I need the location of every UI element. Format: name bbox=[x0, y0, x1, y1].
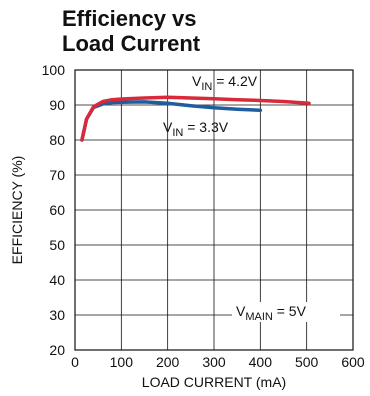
chart-title: Efficiency vs Load Current bbox=[62, 6, 282, 56]
x-tick-label: 100 bbox=[110, 354, 134, 370]
y-tick-label: 80 bbox=[49, 132, 65, 148]
y-tick-label: 30 bbox=[49, 307, 65, 323]
y-tick-label: 100 bbox=[42, 62, 66, 78]
series-label-1: VIN = 3.3V bbox=[163, 119, 229, 139]
annotation-text: VMAIN = 5V bbox=[236, 303, 307, 323]
y-tick-label: 90 bbox=[49, 97, 65, 113]
vmain-annotation: VMAIN = 5V bbox=[232, 302, 340, 323]
plot-frame bbox=[74, 69, 354, 351]
y-tick-label: 60 bbox=[49, 202, 65, 218]
chart-title-line-1: Efficiency vs bbox=[62, 6, 197, 31]
x-tick-label: 600 bbox=[341, 354, 365, 370]
y-tick-label: 70 bbox=[49, 167, 65, 183]
annotation-background bbox=[232, 302, 340, 322]
y-tick-label: 20 bbox=[49, 342, 65, 358]
y-tick-label: 50 bbox=[49, 237, 65, 253]
x-tick-label: 0 bbox=[71, 354, 79, 370]
x-axis-label: LOAD CURRENT (mA) bbox=[142, 374, 286, 390]
series-label-0: VIN = 4.2V bbox=[192, 73, 258, 93]
x-tick-label: 500 bbox=[295, 354, 319, 370]
x-tick-label: 200 bbox=[156, 354, 180, 370]
y-tick-label: 40 bbox=[49, 272, 65, 288]
series-labels: VIN = 4.2V VIN = 3.3V bbox=[163, 73, 258, 139]
x-tick-label: 400 bbox=[249, 354, 273, 370]
x-tick-label: 300 bbox=[202, 354, 226, 370]
series-group bbox=[80, 95, 311, 142]
chart-title-line-2: Load Current bbox=[62, 31, 201, 56]
y-axis-label: EFFICIENCY (%) bbox=[9, 156, 25, 265]
series-line-0 bbox=[80, 95, 311, 142]
y-tick-labels: 20 30 40 50 60 70 80 90 100 bbox=[42, 62, 66, 358]
x-tick-labels: 0 100 200 300 400 500 600 bbox=[71, 354, 365, 370]
